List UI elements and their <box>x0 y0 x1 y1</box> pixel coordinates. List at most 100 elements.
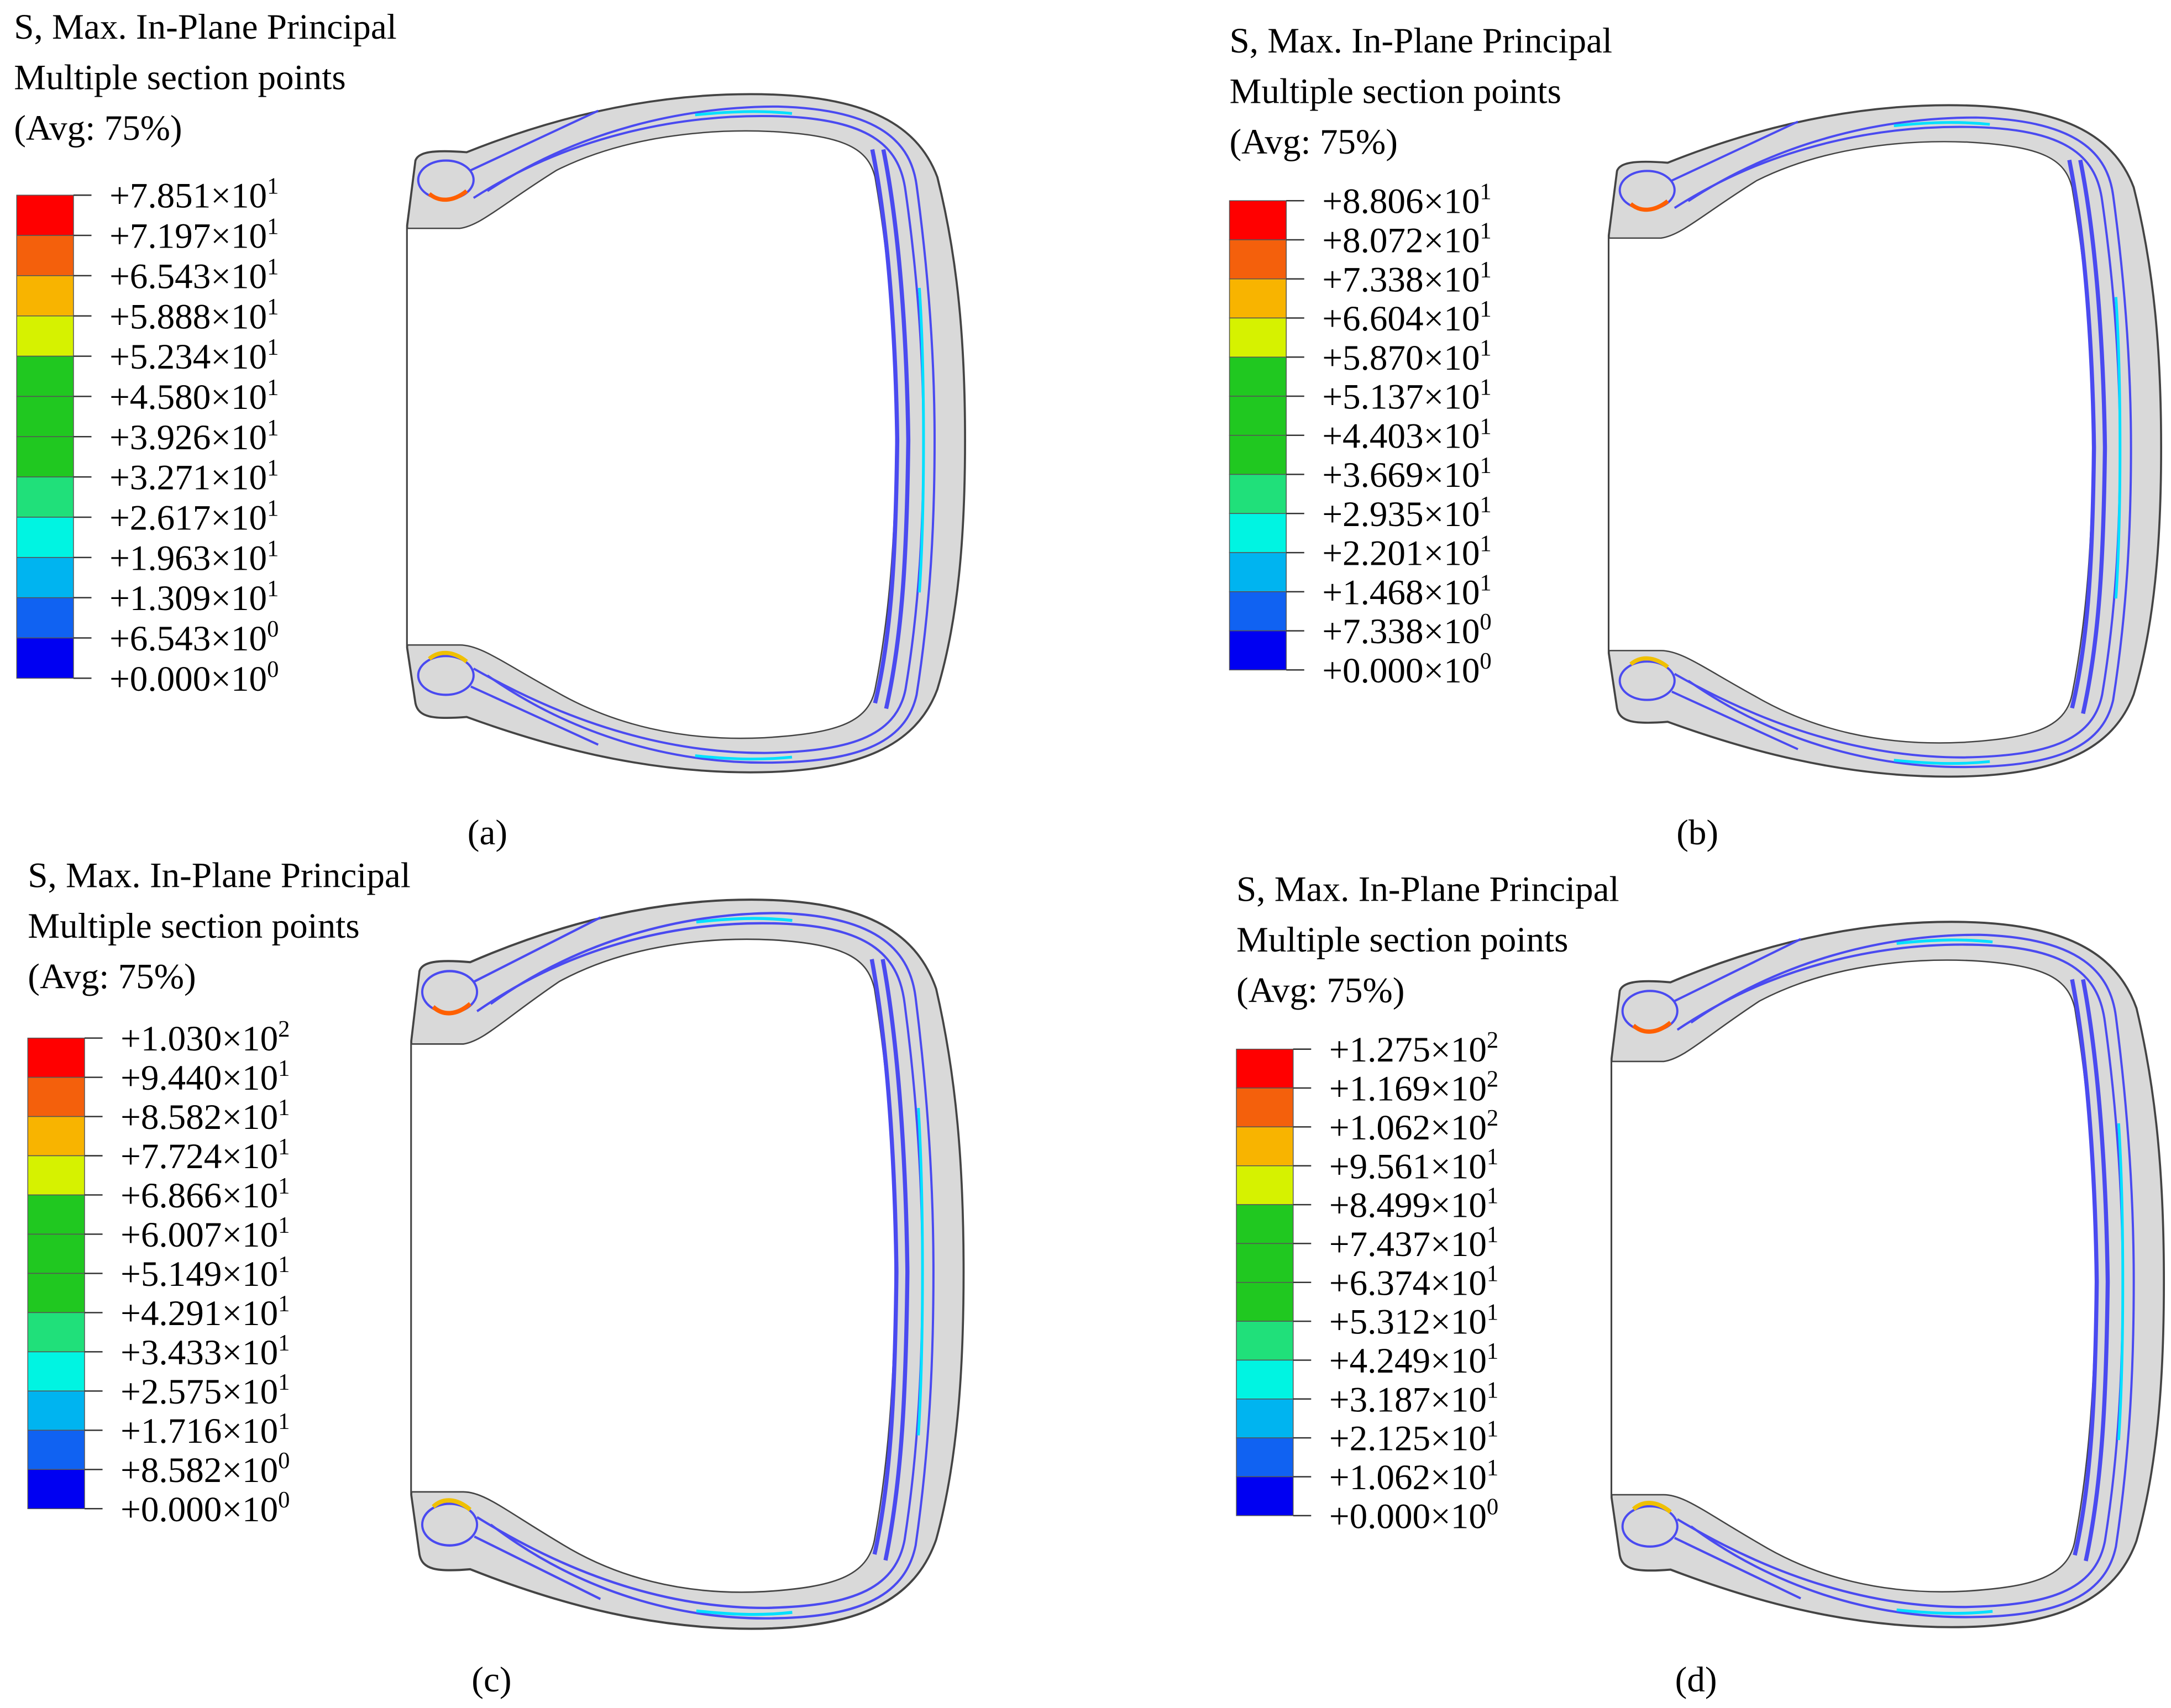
color-band <box>27 1390 85 1431</box>
label-base: +8.072×10 <box>1322 221 1480 261</box>
label-base: +4.403×10 <box>1322 416 1480 456</box>
legend-title: (Avg: 75%) <box>1236 971 1404 1011</box>
color-band <box>1229 356 1287 397</box>
label-exponent: 1 <box>278 1055 290 1081</box>
legend-title: S, Max. In-Plane Principal <box>14 7 397 47</box>
legend-label: +5.870×101 <box>1322 335 1491 378</box>
label-exponent: 1 <box>278 1212 290 1238</box>
legend-label: +0.000×100 <box>1329 1494 1498 1536</box>
label-base: +6.604×10 <box>1322 299 1480 339</box>
label-exponent: 1 <box>1480 218 1491 244</box>
caption: (a) <box>468 813 507 853</box>
label-exponent: 1 <box>1487 1338 1498 1364</box>
label-base: +8.582×10 <box>120 1451 278 1490</box>
caption: (c) <box>471 1660 511 1700</box>
label-base: +1.963×10 <box>109 538 267 578</box>
label-base: +5.149×10 <box>120 1254 278 1294</box>
label-exponent: 1 <box>267 375 279 401</box>
label-exponent: 1 <box>1480 453 1491 479</box>
label-base: +6.007×10 <box>120 1215 278 1255</box>
label-base: +2.575×10 <box>120 1372 278 1412</box>
label-exponent: 0 <box>1480 648 1491 674</box>
color-band <box>1229 278 1287 319</box>
label-exponent: 1 <box>1480 257 1491 283</box>
legend-label: +1.468×101 <box>1322 570 1491 612</box>
color-band <box>16 315 74 357</box>
label-exponent: 1 <box>1480 335 1491 361</box>
color-band <box>16 396 74 438</box>
legend-label: +4.249×101 <box>1329 1338 1498 1381</box>
legend-label: +6.007×101 <box>120 1212 290 1255</box>
panel: S, Max. In-Plane Principal Multiple secti… <box>14 7 965 853</box>
label-base: +1.169×10 <box>1329 1069 1487 1109</box>
legend-title: Multiple section points <box>1236 920 1568 960</box>
label-base: +5.234×10 <box>109 337 267 377</box>
color-band <box>16 557 74 598</box>
panel: S, Max. In-Plane Principal Multiple secti… <box>1229 21 2162 853</box>
legend-label: +3.669×101 <box>1322 453 1491 495</box>
color-band <box>1229 200 1287 240</box>
label-base: +6.543×10 <box>109 619 267 659</box>
legend-label: +8.582×101 <box>120 1095 290 1137</box>
label-base: +6.866×10 <box>120 1176 278 1216</box>
legend-title: (Avg: 75%) <box>14 108 182 148</box>
tire-contour <box>1609 105 2161 776</box>
legend-title: Multiple section points <box>1230 72 1561 112</box>
color-band <box>1229 317 1287 358</box>
legend-label: +4.403×101 <box>1322 413 1491 456</box>
legend-label: +9.561×101 <box>1329 1144 1498 1186</box>
legend-title: (Avg: 75%) <box>28 957 196 996</box>
legend-label: +7.851×101 <box>109 174 279 216</box>
label-base: +7.338×10 <box>1322 612 1480 651</box>
label-base: +5.137×10 <box>1322 377 1480 417</box>
label-base: +2.125×10 <box>1329 1419 1487 1459</box>
tire-contour <box>1612 922 2164 1627</box>
label-exponent: 1 <box>278 1409 290 1434</box>
color-band <box>1236 1243 1294 1283</box>
label-base: +3.433×10 <box>120 1333 278 1373</box>
color-band <box>1229 474 1287 514</box>
color-band <box>27 1116 85 1157</box>
label-exponent: 1 <box>278 1134 290 1160</box>
legend-label: +7.338×101 <box>1322 257 1491 299</box>
label-exponent: 1 <box>1480 375 1491 401</box>
label-exponent: 1 <box>267 415 279 441</box>
label-exponent: 1 <box>278 1291 290 1317</box>
legend-label: +2.575×101 <box>120 1369 290 1412</box>
color-band <box>27 1273 85 1313</box>
label-exponent: 1 <box>1480 570 1491 596</box>
color-band <box>1229 435 1287 475</box>
legend-label: +6.374×101 <box>1329 1260 1498 1303</box>
label-exponent: 1 <box>1487 1183 1498 1209</box>
legend-label: +1.716×101 <box>120 1409 290 1451</box>
legend-label: +1.275×102 <box>1329 1027 1498 1070</box>
label-base: +2.617×10 <box>109 498 267 538</box>
color-band <box>1229 396 1287 436</box>
label-base: +3.926×10 <box>109 418 267 458</box>
label-exponent: 1 <box>267 294 279 320</box>
color-band <box>1229 591 1287 632</box>
label-exponent: 0 <box>1480 609 1491 635</box>
label-exponent: 1 <box>278 1252 290 1278</box>
label-exponent: 1 <box>1487 1377 1498 1403</box>
label-base: +1.030×10 <box>120 1019 278 1059</box>
color-band <box>1236 1048 1294 1089</box>
label-base: +7.851×10 <box>109 176 267 216</box>
legend-label: +8.072×101 <box>1322 218 1491 260</box>
color-band <box>1236 1165 1294 1205</box>
legend-label: +1.169×102 <box>1329 1066 1498 1109</box>
color-band <box>1236 1321 1294 1361</box>
color-band <box>1236 1126 1294 1166</box>
legend-title: S, Max. In-Plane Principal <box>1230 21 1613 61</box>
label-exponent: 1 <box>1480 492 1491 518</box>
label-base: +6.543×10 <box>109 256 267 296</box>
label-base: +3.669×10 <box>1322 455 1480 495</box>
label-exponent: 0 <box>278 1448 290 1474</box>
label-base: +9.561×10 <box>1329 1147 1487 1186</box>
caption: (b) <box>1676 813 1718 853</box>
label-exponent: 1 <box>1480 531 1491 557</box>
legend-label: +6.543×101 <box>109 254 279 296</box>
color-band <box>1229 513 1287 553</box>
label-base: +8.499×10 <box>1329 1186 1487 1226</box>
label-base: +5.870×10 <box>1322 338 1480 378</box>
